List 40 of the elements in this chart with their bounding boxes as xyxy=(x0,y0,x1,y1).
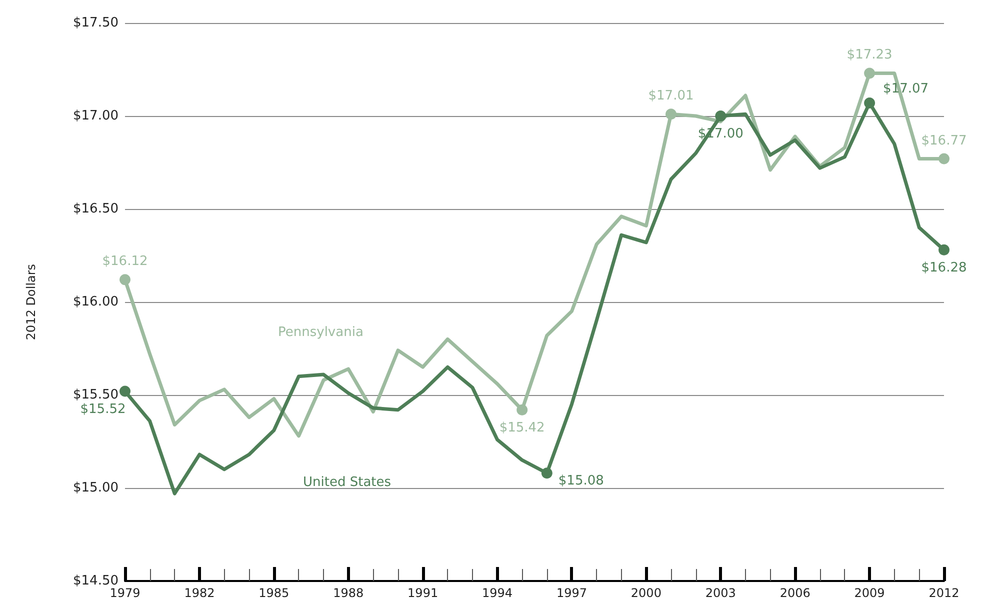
x-tick-label: 1991 xyxy=(408,586,438,600)
text: United States xyxy=(303,475,392,490)
data-label: $16.12 xyxy=(102,254,148,270)
point xyxy=(541,468,552,479)
x-tick-label: 1982 xyxy=(184,586,215,600)
y-tick-label: $15.50 xyxy=(73,388,118,402)
x-tick-label: 2009 xyxy=(854,586,885,600)
x-tick-label: 2006 xyxy=(780,586,810,600)
point xyxy=(120,274,130,286)
point xyxy=(516,404,528,416)
y-tick-label: $16.50 xyxy=(73,202,118,216)
y-axis-title: 2012 Dollars xyxy=(24,264,38,340)
x-tick-label: 1997 xyxy=(556,586,587,600)
x-tick-label: 1994 xyxy=(482,586,513,600)
point xyxy=(864,68,876,79)
x-tick-label: 1979 xyxy=(110,586,140,600)
data-label: $16.28 xyxy=(921,260,967,276)
y-tick-label: $16.00 xyxy=(73,294,118,310)
point xyxy=(120,386,130,397)
point xyxy=(666,108,676,120)
y-tick-label: $17.00 xyxy=(73,108,118,124)
data-label: $15.52 xyxy=(80,402,126,417)
x-tick-label: 1985 xyxy=(258,586,290,600)
data-label: $16.77 xyxy=(921,133,967,148)
data-label: $15.08 xyxy=(558,474,604,489)
y-tick-label: $17.50 xyxy=(73,16,118,30)
data-label: $17.23 xyxy=(846,48,892,63)
x-tick-label: 2003 xyxy=(705,586,736,600)
x-tick-label: 2012 xyxy=(928,586,960,600)
point xyxy=(938,244,950,256)
x-tick-label: 1988 xyxy=(333,586,364,600)
data-label: $17.01 xyxy=(648,88,694,104)
text: Pennsylvania xyxy=(278,325,364,340)
x-tick-label: 2000 xyxy=(630,586,662,600)
point xyxy=(864,97,876,108)
y-tick-label: $14.50 xyxy=(73,574,118,588)
point xyxy=(715,110,726,122)
data-label: $15.42 xyxy=(499,420,545,436)
y-tick-label: $15.00 xyxy=(73,480,118,496)
point xyxy=(938,153,950,164)
